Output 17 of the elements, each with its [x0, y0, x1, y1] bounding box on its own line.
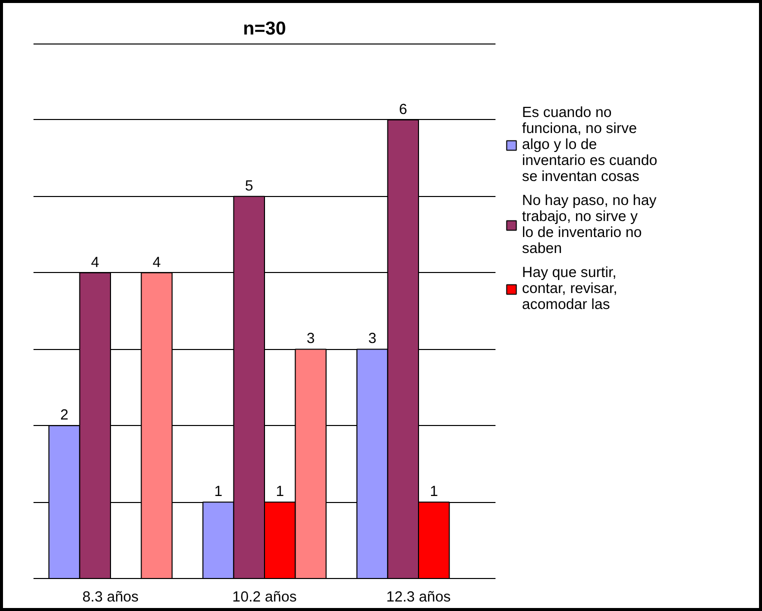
- legend-label: Hay que surtir, contar, revisar, acomodar las: [522, 265, 618, 313]
- data-label: 4: [91, 254, 100, 271]
- data-label: 1: [430, 484, 438, 500]
- x-tick-label: 10.2 años: [232, 590, 297, 606]
- data-label: 5: [245, 178, 254, 194]
- data-label: 1: [214, 484, 222, 500]
- legend-label: No hay paso, no hay trabajo, no sirve y lo de inventario no saben: [522, 193, 656, 257]
- data-label: 3: [306, 331, 315, 348]
- chart-title: n=30: [242, 18, 286, 38]
- data-label: 6: [399, 102, 408, 118]
- data-label: 4: [152, 254, 161, 271]
- x-tick-label: 8.3 años: [82, 590, 139, 606]
- x-tick-label: 12.3 años: [386, 590, 451, 606]
- legend-label: Es cuando no funciona, no sirve algo y lo de inventario es cuando se inventan cosas: [522, 105, 658, 185]
- data-label: 1: [276, 484, 284, 500]
- data-label: 2: [60, 408, 68, 424]
- data-label: 3: [368, 331, 376, 348]
